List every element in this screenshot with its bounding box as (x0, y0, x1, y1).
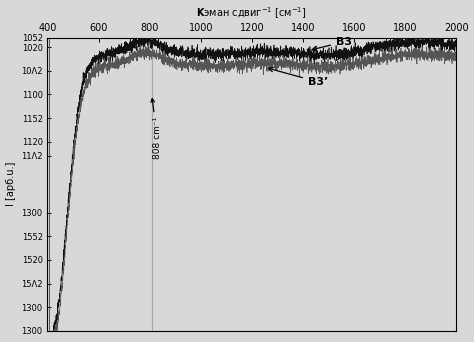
Text: 808 cm⁻¹: 808 cm⁻¹ (151, 98, 162, 159)
Y-axis label: I [арб.u.]: I [арб.u.] (6, 162, 16, 207)
X-axis label: $\mathbf{K}$эман сдвиг$^{-1}$ [см$^{-1}$]: $\mathbf{K}$эман сдвиг$^{-1}$ [см$^{-1}$… (197, 5, 307, 21)
Text: B3’: B3’ (269, 67, 328, 87)
Text: B3: B3 (312, 37, 352, 51)
